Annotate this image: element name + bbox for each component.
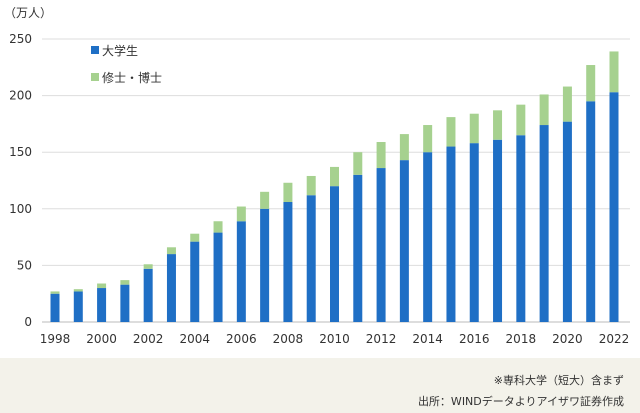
bar-graduate-2017 [493, 110, 503, 140]
bar-university-2007 [260, 208, 270, 322]
x-tick-label: 2002 [133, 332, 164, 346]
x-tick-label: 2016 [459, 332, 490, 346]
y-tick-label: 50 [17, 258, 32, 272]
y-tick-label: 200 [9, 89, 32, 103]
bar-university-2004 [190, 241, 200, 322]
bar-graduate-2016 [469, 113, 479, 144]
x-tick-label: 2012 [366, 332, 397, 346]
bar-graduate-2001 [120, 280, 130, 285]
x-tick-label: 2020 [552, 332, 583, 346]
bar-university-2009 [306, 195, 316, 322]
bar-graduate-2000 [97, 283, 107, 289]
bar-graduate-2019 [539, 94, 549, 126]
x-tick-label: 2006 [226, 332, 257, 346]
x-tick-label: 2014 [412, 332, 443, 346]
bar-university-2011 [353, 174, 363, 322]
bar-university-2002 [143, 268, 153, 322]
bar-graduate-2005 [213, 221, 223, 233]
bar-university-1999 [73, 291, 83, 322]
bar-university-2001 [120, 284, 130, 322]
x-axis-ticks: 1998 2000 2002 2004 2006 2008 2010 2012 2014 2016… [40, 332, 630, 346]
x-tick-label: 2022 [599, 332, 630, 346]
chart-area: （万人） 0 50 100 150 200 250 1998 2000 2002 2004 200… [0, 0, 640, 358]
bar-graduate-2018 [516, 104, 526, 136]
x-tick-label: 2004 [179, 332, 210, 346]
bar-graduate-2012 [376, 142, 386, 169]
bar-university-2020 [562, 121, 572, 322]
bar-graduate-2022 [609, 51, 619, 93]
y-tick-label: 100 [9, 202, 32, 216]
bar-graduate-2007 [260, 191, 270, 209]
y-axis-ticks: 0 50 100 150 200 250 [9, 32, 32, 329]
legend: 大学生 修士・博士 [91, 43, 162, 85]
bar-graduate-2002 [143, 264, 153, 269]
bar-graduate-2011 [353, 152, 363, 175]
bar-graduate-2013 [399, 134, 409, 161]
footnote-source: 出所：WINDデータよりアイザワ証券作成 [417, 395, 624, 408]
legend-swatch-graduate [91, 73, 99, 81]
bar-graduate-2003 [166, 247, 176, 255]
x-tick-label: 2018 [506, 332, 537, 346]
bar-university-2019 [539, 125, 549, 322]
x-tick-label: 2000 [86, 332, 117, 346]
bar-graduate-2021 [586, 65, 596, 102]
bar-graduate-2010 [330, 166, 339, 187]
legend-label-university: 大学生 [102, 43, 138, 58]
bar-university-2003 [166, 254, 176, 322]
legend-label-graduate: 修士・博士 [102, 70, 162, 85]
bar-university-2014 [423, 152, 433, 322]
bar-university-2018 [516, 135, 526, 322]
bar-graduate-1998 [50, 291, 60, 294]
bar-graduate-2020 [562, 86, 572, 122]
stacked-bar-chart: （万人） 0 50 100 150 200 250 1998 2000 2002 2004 200… [4, 6, 630, 346]
bar-university-2012 [376, 168, 386, 322]
bar-university-2021 [586, 101, 596, 322]
bar-university-1998 [50, 293, 60, 322]
bar-graduate-2008 [283, 182, 293, 203]
bar-university-2016 [469, 143, 479, 322]
bar-graduate-2009 [306, 175, 316, 196]
bars [50, 51, 619, 322]
y-axis-unit-label: （万人） [4, 6, 52, 20]
bar-university-2017 [493, 139, 503, 322]
footnote-exclusion: ※専科大学（短大）含まず [493, 374, 624, 387]
bar-graduate-2015 [446, 117, 456, 147]
bar-university-2005 [213, 232, 223, 322]
bar-university-2000 [97, 288, 107, 322]
bar-graduate-2006 [236, 206, 246, 222]
bar-university-2015 [446, 146, 456, 322]
bar-university-2022 [609, 92, 619, 322]
bar-university-2013 [399, 160, 409, 322]
x-tick-label: 2008 [273, 332, 304, 346]
x-tick-label: 1998 [40, 332, 71, 346]
x-tick-label: 2010 [319, 332, 350, 346]
bar-graduate-2014 [423, 125, 433, 153]
bar-university-2006 [236, 221, 246, 322]
legend-swatch-university [91, 46, 99, 54]
bar-university-2010 [330, 186, 339, 322]
y-tick-label: 150 [9, 145, 32, 159]
y-tick-label: 250 [9, 32, 32, 46]
bar-graduate-2004 [190, 233, 200, 242]
bar-graduate-1999 [73, 289, 83, 292]
bar-university-2008 [283, 202, 293, 322]
y-tick-label: 0 [24, 315, 32, 329]
